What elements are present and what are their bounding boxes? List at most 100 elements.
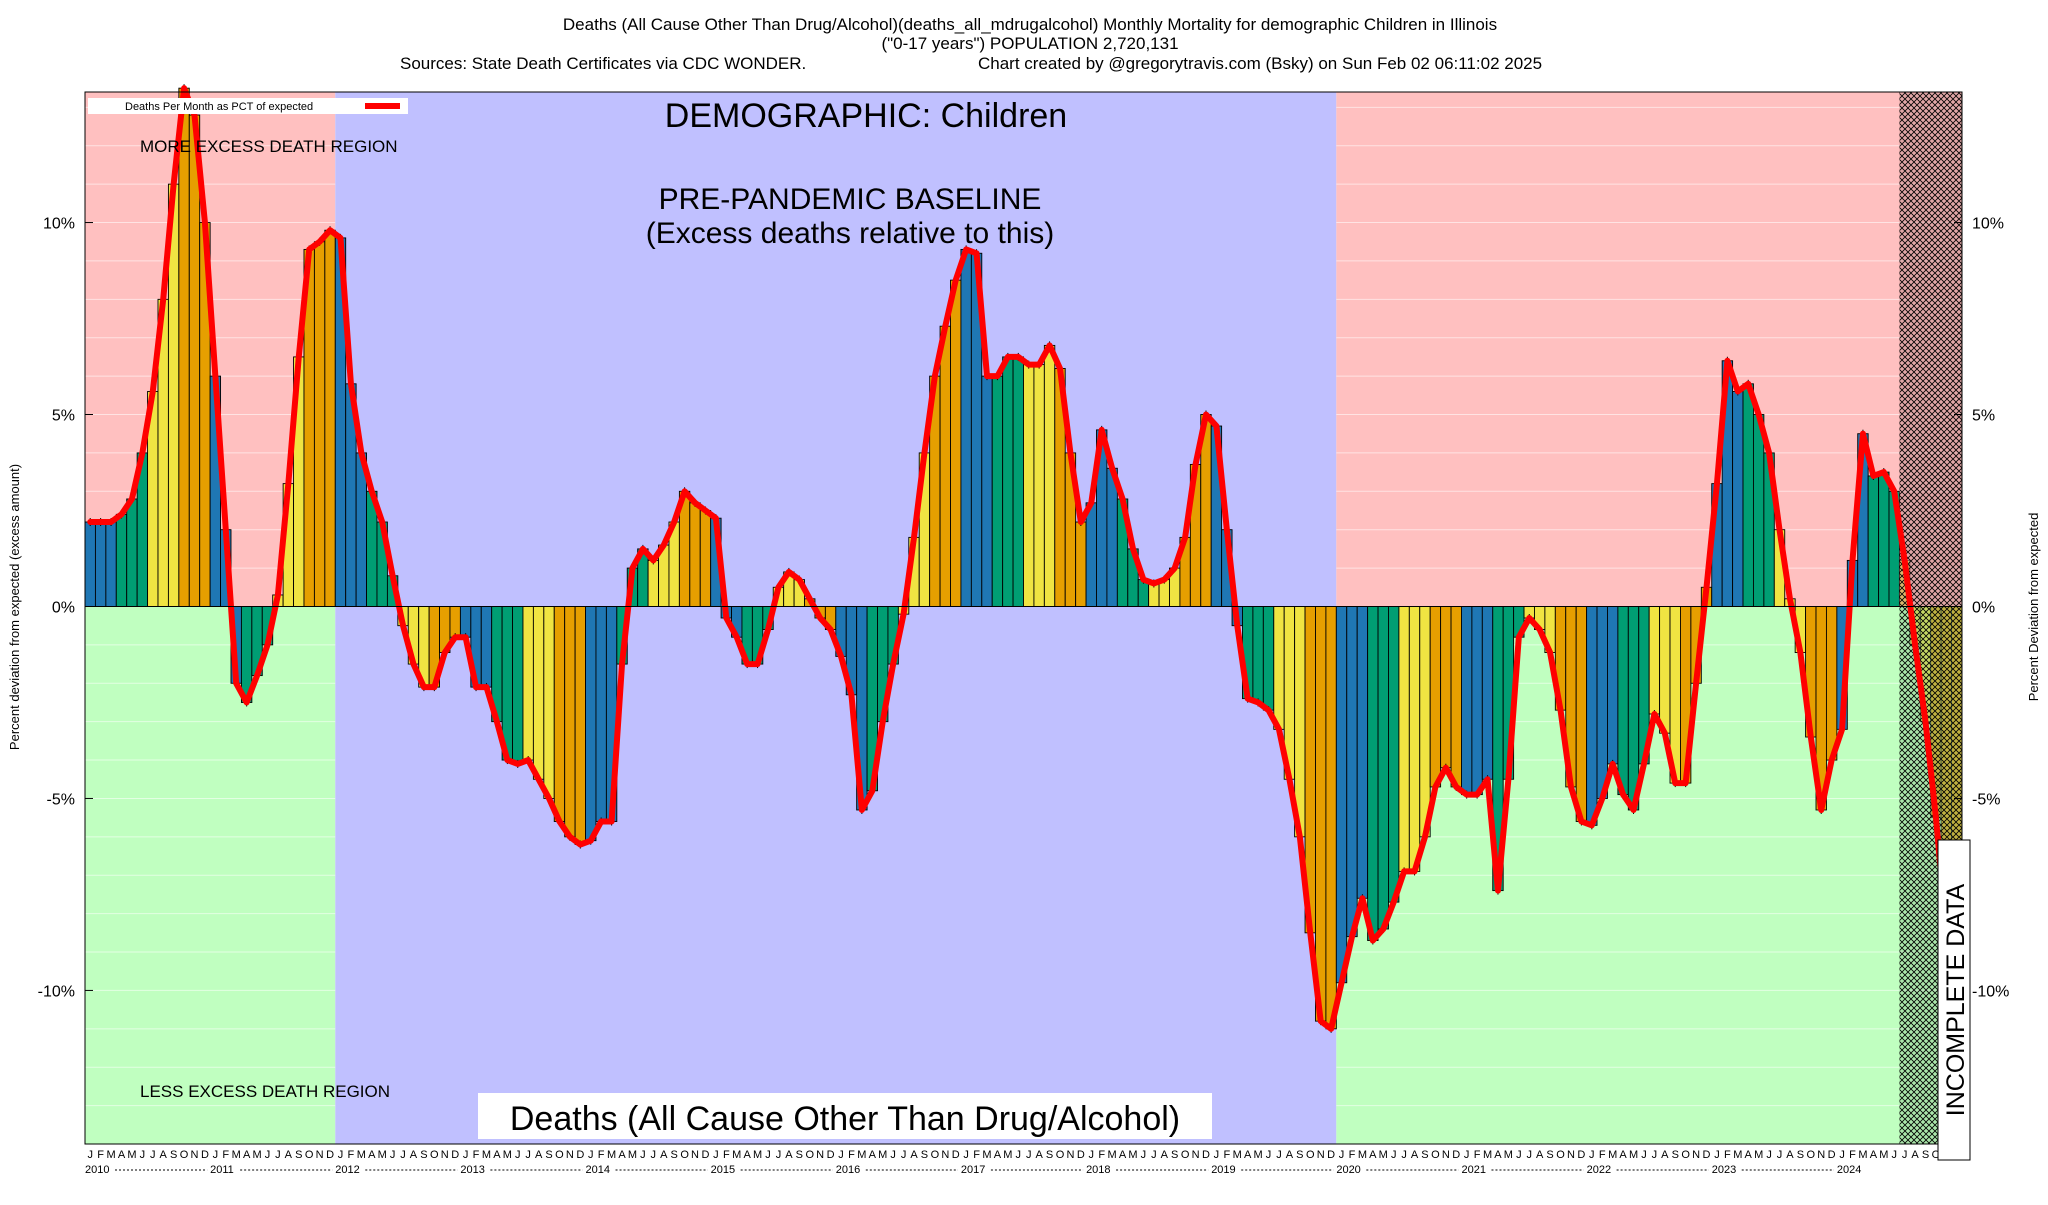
bar-month <box>1450 606 1462 788</box>
x-month-label: J <box>1016 1149 1022 1161</box>
x-month-label: M <box>503 1149 512 1161</box>
x-month-label: A <box>1369 1149 1377 1161</box>
bar-month <box>1398 606 1410 872</box>
x-month-label: N <box>1317 1149 1325 1161</box>
x-month-label: F <box>1849 1149 1856 1161</box>
x-year-label: 2024 <box>1837 1164 1861 1176</box>
x-year-label: 2018 <box>1086 1164 1110 1176</box>
x-month-label: J <box>1902 1149 1908 1161</box>
x-year-label: 2013 <box>460 1164 484 1176</box>
x-month-label: D <box>1577 1149 1585 1161</box>
x-month-label: D <box>1077 1149 1085 1161</box>
x-month-label: J <box>765 1149 771 1161</box>
x-month-label: D <box>326 1149 334 1161</box>
x-month-label: J <box>1026 1149 1032 1161</box>
bar-month <box>522 606 534 761</box>
x-month-label: D <box>1452 1149 1460 1161</box>
x-month-label: M <box>1504 1149 1513 1161</box>
y-axis-title-left: Percent deviation from expected (excess … <box>7 464 22 750</box>
x-month-label: A <box>410 1149 418 1161</box>
x-month-label: A <box>243 1149 251 1161</box>
bar-month <box>1825 606 1838 761</box>
x-month-label: A <box>285 1149 293 1161</box>
bar-month <box>1617 606 1629 796</box>
x-month-label: A <box>1244 1149 1252 1161</box>
bar-month <box>595 606 607 822</box>
x-month-label: J <box>901 1149 907 1161</box>
x-year-label: 2023 <box>1712 1164 1736 1176</box>
x-month-label: J <box>1766 1149 1772 1161</box>
x-month-label: A <box>118 1149 126 1161</box>
y-tick-label-right: 5% <box>1972 408 1995 425</box>
y-tick-label-right: 10% <box>1972 216 2004 233</box>
x-month-label: J <box>1276 1149 1282 1161</box>
x-month-label: D <box>451 1149 459 1161</box>
x-month-label: F <box>598 1149 605 1161</box>
x-month-label: M <box>378 1149 387 1161</box>
x-month-label: A <box>994 1149 1002 1161</box>
x-month-label: J <box>1391 1149 1397 1161</box>
bar-month <box>1367 606 1379 941</box>
x-month-label: F <box>97 1149 104 1161</box>
x-month-label: N <box>816 1149 824 1161</box>
y-tick-label-left: 0% <box>52 599 75 616</box>
x-year-label: 2020 <box>1336 1164 1360 1176</box>
bar-month <box>324 229 336 607</box>
bar-month <box>1023 364 1035 607</box>
x-month-label: J <box>213 1149 219 1161</box>
x-month-label: J <box>1714 1149 1720 1161</box>
x-year-label: 2012 <box>335 1164 359 1176</box>
x-month-label: A <box>493 1149 501 1161</box>
x-month-label: J <box>1652 1149 1658 1161</box>
y-tick-label-left: -10% <box>38 983 75 1000</box>
x-month-label: S <box>1421 1149 1428 1161</box>
x-month-label: N <box>1066 1149 1074 1161</box>
incomplete-data-label: INCOMPLETE DATA <box>1942 883 1970 1116</box>
plot-frame <box>84 91 1963 1145</box>
bar-month <box>1315 606 1327 1022</box>
bar-month <box>178 87 190 607</box>
x-month-label: M <box>232 1149 241 1161</box>
bar-month <box>543 606 555 799</box>
x-month-label: S <box>295 1149 302 1161</box>
x-month-label: J <box>150 1149 156 1161</box>
x-year-label: 2015 <box>711 1164 735 1176</box>
x-month-label: F <box>1474 1149 1481 1161</box>
x-month-label: A <box>1494 1149 1502 1161</box>
x-month-label: J <box>1641 1149 1647 1161</box>
x-month-label: J <box>1891 1149 1897 1161</box>
x-month-label: F <box>1223 1149 1230 1161</box>
x-month-label: A <box>743 1149 751 1161</box>
bar-month <box>105 521 117 607</box>
bar-month <box>449 606 461 638</box>
x-month-label: A <box>1536 1149 1544 1161</box>
chart-title-line2: ("0-17 years") POPULATION 2,720,131 <box>881 34 1178 53</box>
x-month-label: J <box>463 1149 469 1161</box>
x-month-label: J <box>1089 1149 1095 1161</box>
x-month-label: N <box>1192 1149 1200 1161</box>
x-month-label: F <box>1098 1149 1105 1161</box>
bar-month <box>585 606 597 842</box>
x-month-label: O <box>805 1149 814 1161</box>
bar-month <box>512 606 524 765</box>
x-month-label: F <box>973 1149 980 1161</box>
x-month-label: M <box>607 1149 616 1161</box>
x-month-label: O <box>931 1149 940 1161</box>
x-month-label: J <box>651 1149 657 1161</box>
y-tick-label-right: -10% <box>1972 983 2009 1000</box>
chart-credit: Chart created by @gregorytravis.com (Bsk… <box>978 54 1542 73</box>
bar-month <box>1085 502 1097 607</box>
bar-month <box>1471 606 1483 796</box>
x-month-label: J <box>390 1149 396 1161</box>
x-month-label: M <box>1108 1149 1117 1161</box>
x-month-label: A <box>910 1149 918 1161</box>
x-month-label: D <box>1327 1149 1335 1161</box>
bar-month <box>1033 364 1045 607</box>
more-excess-label: MORE EXCESS DEATH REGION <box>140 137 398 156</box>
x-month-label: F <box>1599 1149 1606 1161</box>
x-month-label: J <box>338 1149 344 1161</box>
x-month-label: A <box>660 1149 668 1161</box>
bar-month <box>459 606 472 638</box>
x-month-label: A <box>1911 1149 1919 1161</box>
bar-month <box>94 521 107 607</box>
